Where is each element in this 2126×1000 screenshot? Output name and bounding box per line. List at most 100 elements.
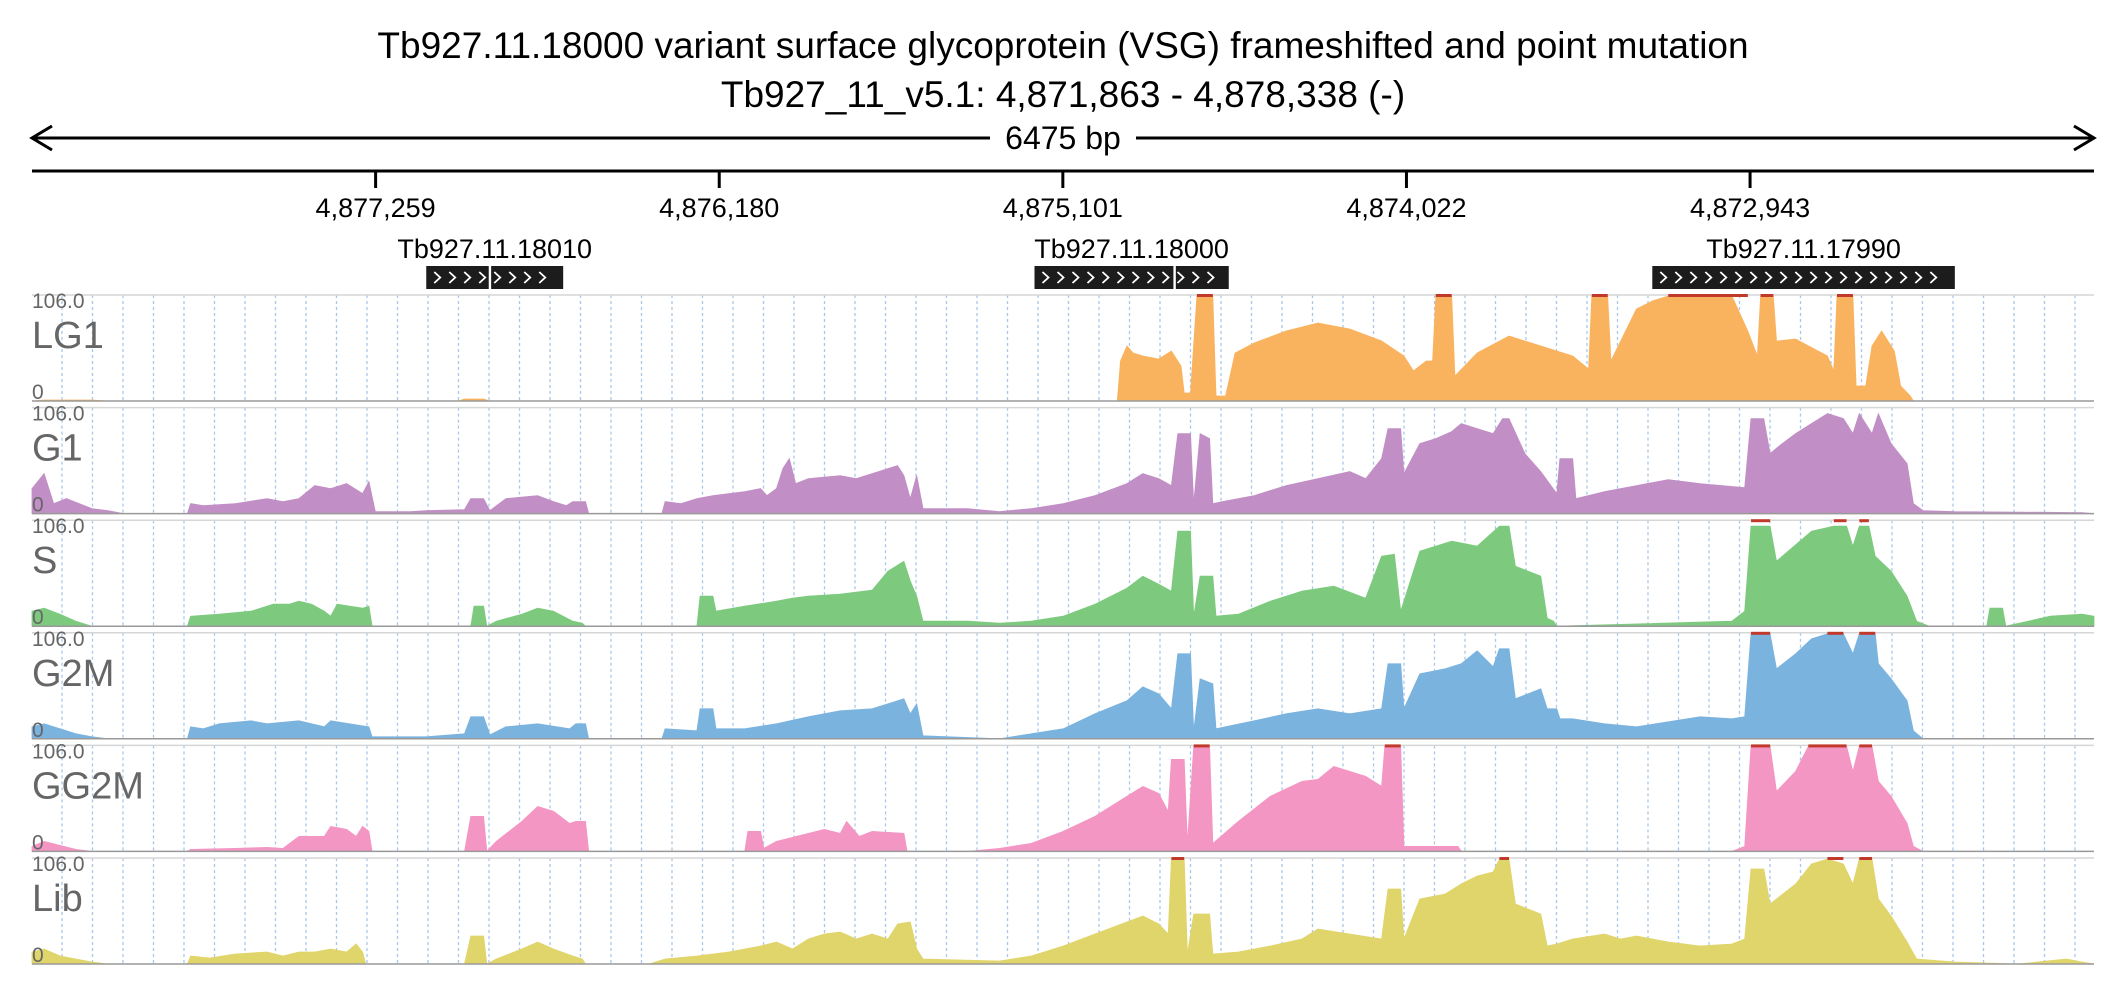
strand-chevron-icon — [448, 271, 457, 284]
strand-chevron-icon — [433, 271, 442, 284]
strand-chevron-icon — [1131, 271, 1140, 284]
x-tick-label: 4,872,943 — [1690, 193, 1810, 223]
gene-label: Tb927.11.17990 — [1706, 234, 1901, 264]
y-min-label: 0 — [32, 381, 44, 404]
strand-chevron-icon — [1176, 271, 1185, 284]
gene-model: Tb927.11.18000 — [1034, 234, 1229, 289]
saturation-marker — [1859, 744, 1873, 748]
y-max-label: 106.0 — [32, 515, 85, 538]
y-min-label: 0 — [32, 494, 44, 517]
track-gg2m: 106.0 0 GG2M — [31, 740, 2094, 854]
gene-body — [1652, 266, 1955, 289]
track-lg1: 106.0 0 LG1 — [31, 290, 2094, 404]
coverage-area — [31, 412, 2095, 514]
chart-title: Tb927.11.18000 variant surface glycoprot… — [377, 25, 1748, 66]
track-name: GG2M — [32, 765, 144, 807]
strand-chevron-icon — [1056, 271, 1065, 284]
saturation-marker — [1859, 631, 1876, 635]
strand-chevron-icon — [1719, 271, 1728, 284]
strand-chevron-icon — [1071, 271, 1080, 284]
strand-chevron-icon — [1689, 271, 1698, 284]
span-label: 6475 bp — [1005, 120, 1121, 156]
strand-chevron-icon — [1809, 271, 1818, 284]
span-ruler: 6475 bp — [29, 120, 2097, 156]
strand-chevron-icon — [538, 271, 547, 284]
strand-chevron-icon — [478, 271, 487, 284]
strand-chevron-icon — [1764, 271, 1773, 284]
strand-chevron-icon — [523, 271, 532, 284]
saturation-marker — [1827, 857, 1844, 860]
track-lib: 106.0 0 Lib — [31, 853, 2095, 967]
y-min-label: 0 — [32, 606, 44, 629]
gene-label: Tb927.11.18000 — [1034, 234, 1229, 264]
strand-chevron-icon — [493, 271, 502, 284]
saturation-marker — [1668, 294, 1748, 297]
exon-boundary — [1173, 266, 1176, 289]
track-name: S — [32, 540, 57, 582]
y-min-label: 0 — [32, 944, 44, 967]
strand-chevron-icon — [1674, 271, 1683, 284]
y-max-label: 106.0 — [32, 403, 85, 426]
saturation-marker — [1751, 744, 1771, 748]
x-tick-label: 4,875,101 — [1003, 193, 1123, 223]
coverage-tracks: 106.00LG1106.00G1106.00S106.00G2M106.00G… — [31, 290, 2095, 967]
y-min-label: 0 — [32, 719, 44, 742]
saturation-marker — [1591, 294, 1608, 297]
strand-chevron-icon — [1161, 271, 1170, 284]
saturation-marker — [1171, 857, 1185, 860]
strand-chevron-icon — [1794, 271, 1803, 284]
span-arrow-left-icon — [29, 124, 53, 152]
saturation-marker — [1837, 294, 1853, 297]
track-s: 106.0 0 S — [31, 515, 2095, 629]
strand-chevron-icon — [1041, 271, 1050, 284]
strand-chevron-icon — [1869, 271, 1878, 284]
track-name: G2M — [32, 653, 114, 695]
saturation-marker — [1859, 519, 1869, 523]
strand-chevron-icon — [1779, 271, 1788, 284]
track-name: LG1 — [32, 315, 104, 357]
strand-chevron-icon — [1146, 271, 1155, 284]
saturation-marker — [1193, 744, 1210, 748]
strand-chevron-icon — [508, 271, 517, 284]
strand-chevron-icon — [1839, 271, 1848, 284]
strand-chevron-icon — [1086, 271, 1095, 284]
strand-chevron-icon — [1101, 271, 1110, 284]
x-tick-label: 4,876,180 — [659, 193, 779, 223]
saturation-marker — [1384, 744, 1401, 748]
strand-chevron-icon — [1116, 271, 1125, 284]
track-name: G1 — [32, 428, 83, 470]
strand-chevron-icon — [1884, 271, 1893, 284]
strand-chevron-icon — [1914, 271, 1923, 284]
span-arrow-right-icon — [2073, 124, 2097, 152]
saturation-marker — [1751, 519, 1771, 523]
saturation-marker — [1196, 294, 1213, 297]
coverage-area — [31, 525, 2095, 627]
y-max-label: 106.0 — [32, 290, 85, 313]
gene-label: Tb927.11.18010 — [397, 234, 592, 264]
y-min-label: 0 — [32, 831, 44, 854]
x-tick-label: 4,877,259 — [316, 193, 436, 223]
gene-model: Tb927.11.18010 — [397, 234, 592, 289]
saturation-marker — [1827, 631, 1844, 635]
strand-chevron-icon — [1899, 271, 1908, 284]
strand-chevron-icon — [463, 271, 472, 284]
saturation-marker — [1435, 294, 1452, 297]
coordinate-ticks: 4,877,259 4,876,180 4,875,101 4,874,022 4,87… — [316, 171, 1810, 223]
strand-chevron-icon — [1206, 271, 1215, 284]
saturation-marker — [1499, 857, 1509, 860]
gene-body — [1034, 266, 1229, 289]
strand-chevron-icon — [1659, 271, 1668, 284]
track-g2m: 106.0 0 G2M — [31, 628, 2094, 742]
strand-chevron-icon — [1734, 271, 1743, 284]
track-g1: 106.0 0 G1 — [31, 403, 2095, 517]
gene-body — [426, 266, 564, 289]
strand-chevron-icon — [1854, 271, 1863, 284]
coverage-area — [31, 633, 2094, 740]
strand-chevron-icon — [1824, 271, 1833, 284]
strand-chevron-icon — [1749, 271, 1758, 284]
x-tick-label: 4,874,022 — [1346, 193, 1466, 223]
gene-annotations: Tb927.11.18010 Tb927.11.18000 Tb927.11.179… — [397, 234, 1955, 289]
saturation-marker — [1833, 519, 1847, 523]
saturation-marker — [1808, 744, 1847, 748]
